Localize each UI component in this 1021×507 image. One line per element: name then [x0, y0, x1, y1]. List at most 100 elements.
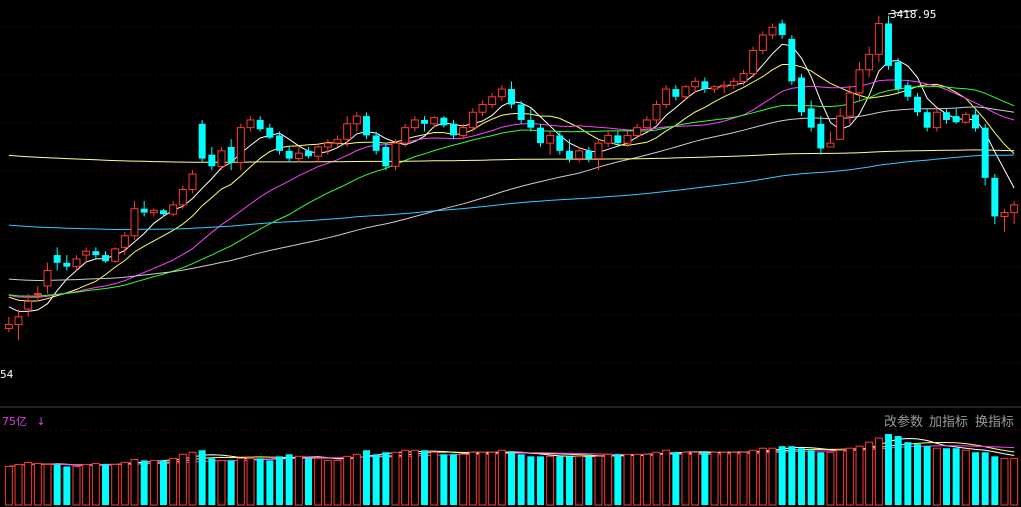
- candle-body: [932, 111, 941, 129]
- candle-body: [198, 123, 206, 159]
- volume-bar-26: [256, 458, 264, 505]
- candle-79: [768, 23, 777, 39]
- add-indicator-button[interactable]: 加指标: [929, 415, 969, 430]
- volume-bar-36: [352, 453, 361, 506]
- candle-body: [845, 92, 854, 117]
- candle-75: [729, 77, 738, 90]
- volume-bar-69: [672, 452, 680, 505]
- candle-57: [556, 131, 564, 155]
- candle-body: [305, 150, 312, 157]
- candle-body: [410, 119, 419, 129]
- candle-55: [537, 123, 544, 147]
- candle-51: [497, 85, 506, 101]
- volume-bar-6: [63, 466, 71, 505]
- volume-bar-30: [294, 455, 303, 506]
- volume-bar-38: [372, 454, 380, 505]
- volume-bar-53: [517, 454, 525, 505]
- candle-56: [546, 131, 555, 155]
- candle-body: [14, 316, 23, 326]
- candle-body: [594, 142, 603, 160]
- candle-85: [826, 131, 835, 148]
- volume-unit-label: 75亿 ↓: [2, 413, 46, 429]
- volume-bar-8: [82, 463, 91, 506]
- candle-body: [943, 112, 950, 120]
- candle-42: [410, 116, 419, 132]
- candle-92: [894, 58, 902, 93]
- candle-47: [459, 123, 468, 140]
- candle-16: [160, 208, 167, 217]
- volume-bar-44: [430, 451, 439, 506]
- candle-34: [333, 135, 342, 147]
- volume-bar-4: [43, 463, 52, 506]
- candle-70: [681, 85, 690, 101]
- volume-bar-13: [130, 458, 139, 506]
- candle-body: [662, 88, 671, 106]
- candle-body: [256, 119, 264, 130]
- candle-body: [140, 208, 148, 213]
- candle-body: [952, 116, 960, 123]
- candle-65: [633, 123, 642, 140]
- volume-bar-74: [720, 451, 729, 506]
- volume-bar-11: [111, 463, 120, 506]
- candle-78: [758, 31, 767, 55]
- candle-body: [178, 188, 187, 206]
- candle-7: [72, 255, 81, 271]
- candle-body: [160, 210, 167, 215]
- volume-bar-34: [333, 459, 342, 506]
- candle-body: [894, 62, 902, 90]
- candle-99: [961, 112, 970, 124]
- candle-46: [450, 119, 457, 140]
- candle-body: [236, 127, 245, 163]
- candle-93: [904, 81, 912, 101]
- volume-bar-54: [527, 456, 535, 505]
- volume-bar-51: [497, 449, 506, 506]
- volume-bar-71: [691, 451, 700, 506]
- volume-bar-56: [546, 455, 555, 506]
- candle-body: [527, 119, 535, 128]
- volume-bar-20: [198, 450, 206, 505]
- volume-bar-43: [421, 450, 428, 505]
- candle-body: [788, 38, 796, 82]
- candle-body: [672, 89, 680, 97]
- volume-bar-39: [382, 452, 390, 505]
- candle-73: [710, 85, 719, 93]
- candle-90: [874, 15, 883, 63]
- candle-body: [923, 112, 931, 128]
- candle-6: [63, 255, 71, 271]
- volume-bar-70: [681, 451, 690, 506]
- candle-body: [372, 135, 380, 151]
- ma20-line: [8, 79, 1015, 298]
- candle-95: [923, 108, 931, 132]
- candle-body: [633, 127, 642, 136]
- arrow-down-icon[interactable]: ↓: [36, 415, 46, 428]
- candle-63: [614, 131, 622, 147]
- candle-15: [149, 208, 158, 217]
- candle-body: [623, 134, 632, 144]
- volume-bar-99: [961, 449, 970, 506]
- candle-body: [285, 150, 293, 159]
- candle-97: [943, 108, 950, 124]
- candle-body: [749, 49, 758, 75]
- switch-indicator-button[interactable]: 换指标: [975, 415, 1015, 430]
- candle-59: [575, 146, 584, 163]
- candle-body: [130, 208, 139, 237]
- candle-body: [63, 262, 71, 267]
- candle-body: [652, 104, 661, 121]
- candle-body: [333, 138, 342, 144]
- volume-bar-80: [778, 446, 786, 505]
- volume-bar-86: [836, 449, 845, 506]
- change-params-button[interactable]: 改参数: [884, 415, 924, 430]
- ma120-line: [8, 154, 1015, 231]
- candle-58: [566, 139, 573, 163]
- candle-body: [865, 53, 874, 71]
- candle-body: [149, 209, 158, 214]
- volume-bar-60: [585, 456, 593, 505]
- candle-104: [1010, 201, 1019, 225]
- volume-bar-77: [749, 449, 758, 506]
- volume-bar-88: [855, 445, 864, 506]
- candle-53: [517, 100, 525, 124]
- candle-23: [227, 139, 235, 171]
- volume-bar-35: [343, 455, 352, 506]
- candle-body: [1000, 212, 1009, 217]
